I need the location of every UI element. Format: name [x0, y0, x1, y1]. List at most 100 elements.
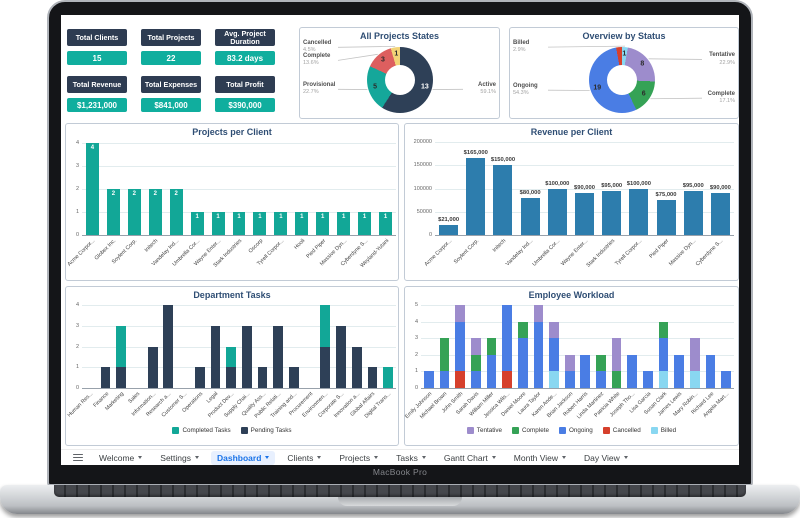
bar-value-label: 1 — [383, 213, 388, 220]
bar[interactable] — [163, 305, 174, 388]
kpi-value: $841,000 — [141, 98, 201, 112]
bar[interactable]: 4 — [85, 143, 99, 235]
bar[interactable]: 1 — [358, 212, 372, 235]
bar[interactable]: 2 — [169, 189, 183, 235]
bar[interactable] — [351, 346, 362, 388]
bar[interactable] — [721, 371, 731, 388]
chevron-down-icon — [491, 456, 496, 459]
bar[interactable] — [439, 225, 459, 235]
bar[interactable]: 1 — [274, 212, 288, 235]
kpi-label: Total Expenses — [141, 76, 201, 93]
bar-segment-completed-tasks — [320, 305, 331, 347]
bar[interactable] — [564, 354, 575, 388]
bar[interactable] — [486, 338, 497, 388]
legend-item-completed-tasks[interactable]: Completed Tasks — [172, 427, 231, 434]
gridline — [82, 325, 396, 327]
bar[interactable] — [656, 200, 676, 235]
legend-item-complete[interactable]: Complete — [512, 427, 549, 434]
bar[interactable]: 2 — [106, 189, 120, 235]
bar[interactable] — [455, 305, 465, 388]
bar[interactable] — [226, 346, 236, 388]
bar[interactable] — [520, 197, 540, 235]
panel-employee_workload: Employee Workload 0 1 2 3 4 5 Emily Johnson Mich… — [404, 286, 739, 446]
bar[interactable] — [493, 165, 513, 235]
bar[interactable]: 2 — [148, 189, 162, 235]
bar[interactable] — [574, 193, 594, 235]
bar[interactable] — [602, 190, 622, 235]
bar[interactable]: 1 — [295, 212, 309, 235]
bar[interactable] — [439, 338, 450, 388]
legend-item-pending-tasks[interactable]: Pending Tasks — [240, 427, 292, 434]
bar-segment-ongoing — [580, 354, 591, 388]
bar[interactable] — [194, 367, 205, 388]
slice-label-name: Provisional — [303, 82, 336, 89]
tab-tasks[interactable]: Tasks — [390, 451, 432, 465]
bar[interactable] — [466, 158, 486, 235]
legend-item-ongoing[interactable]: Ongoing — [558, 427, 593, 434]
bar[interactable] — [100, 367, 111, 388]
bar[interactable] — [549, 321, 559, 388]
bar[interactable] — [147, 346, 158, 388]
bar[interactable] — [547, 188, 567, 235]
bar[interactable] — [690, 338, 700, 388]
bar[interactable]: 1 — [253, 212, 267, 235]
bar[interactable] — [367, 367, 378, 388]
legend-item-billed[interactable]: Billed — [650, 427, 676, 434]
bar[interactable] — [470, 338, 481, 388]
bar[interactable]: 1 — [211, 212, 225, 235]
bar[interactable] — [596, 354, 606, 388]
hamburger-menu-icon[interactable] — [73, 453, 83, 462]
gridline — [82, 166, 396, 167]
bar[interactable] — [257, 367, 268, 388]
bar[interactable] — [683, 190, 703, 235]
bar[interactable]: 1 — [232, 212, 246, 235]
legend-label: Ongoing — [568, 427, 593, 434]
legend-item-cancelled[interactable]: Cancelled — [602, 427, 641, 434]
bar-value-label: 1 — [216, 213, 220, 220]
bar[interactable] — [241, 325, 252, 388]
bar[interactable]: 1 — [337, 212, 351, 235]
bar[interactable] — [580, 354, 591, 388]
panel-department_tasks: Department Tasks 0 1 2 3 4 Human Res... Finance… — [65, 286, 399, 446]
slice-label-name: Complete — [303, 53, 331, 60]
tab-clients[interactable]: Clients — [281, 451, 327, 465]
bar[interactable] — [210, 325, 221, 388]
tab-day-view[interactable]: Day View — [578, 451, 634, 465]
bar-segment-projects-per-client — [106, 189, 120, 235]
bar[interactable] — [320, 305, 331, 388]
bar[interactable]: 2 — [127, 189, 141, 235]
tab-month-view[interactable]: Month View — [508, 451, 572, 465]
tab-label: Gantt Chart — [443, 452, 488, 463]
bar-segment-pending-tasks — [367, 367, 378, 388]
bar[interactable] — [705, 354, 716, 388]
bar[interactable] — [629, 188, 649, 235]
tab-dashboard[interactable]: Dashboard — [211, 450, 276, 465]
tab-settings[interactable]: Settings — [154, 451, 205, 465]
bar[interactable] — [627, 354, 638, 388]
bar-value-label: 2 — [111, 190, 116, 197]
legend-swatch — [602, 427, 610, 434]
bar[interactable] — [611, 338, 622, 388]
bar[interactable]: 1 — [190, 212, 204, 235]
bar[interactable] — [502, 305, 512, 388]
tab-projects[interactable]: Projects — [333, 451, 384, 465]
bar[interactable] — [643, 371, 653, 388]
bar[interactable] — [658, 321, 669, 388]
bar[interactable] — [273, 325, 284, 388]
bar[interactable] — [674, 354, 685, 388]
bar[interactable]: 1 — [316, 212, 330, 235]
bar[interactable] — [116, 325, 127, 388]
bar[interactable] — [336, 325, 346, 388]
tab-gantt-chart[interactable]: Gantt Chart — [438, 451, 502, 465]
bar[interactable]: 1 — [379, 212, 392, 235]
bar[interactable] — [383, 367, 393, 388]
bar[interactable] — [533, 305, 544, 388]
kpi-label: Total Profit — [215, 76, 275, 93]
bar[interactable] — [710, 193, 730, 235]
tab-welcome[interactable]: Welcome — [93, 451, 148, 465]
bar[interactable] — [423, 371, 434, 388]
bar[interactable] — [289, 367, 299, 388]
legend-item-tentative[interactable]: Tentative — [466, 427, 502, 434]
bar[interactable] — [517, 321, 528, 388]
